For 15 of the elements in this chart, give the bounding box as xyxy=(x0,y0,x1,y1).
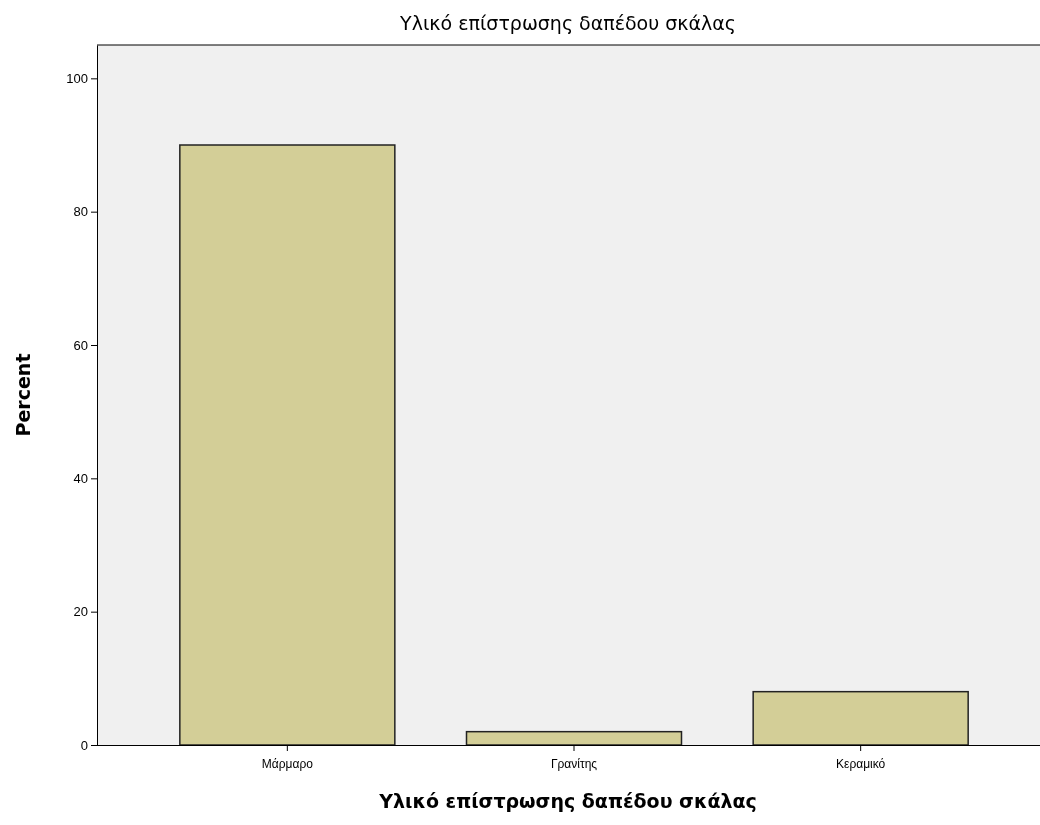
x-tick-label: Μάρμαρο xyxy=(261,757,314,772)
y-tick-label: 20 xyxy=(73,604,88,620)
y-tick-label: 100 xyxy=(66,70,88,86)
chart-title: Υλικό επίστρωσης δαπέδου σκάλας xyxy=(399,12,736,34)
y-tick-label: 80 xyxy=(73,204,88,220)
y-axis-title: Percent xyxy=(12,353,34,437)
y-tick-label: 0 xyxy=(80,737,88,753)
bar xyxy=(465,730,683,746)
x-axis-title: Υλικό επίστρωσης δαπέδου σκάλας xyxy=(378,790,757,812)
y-tick-label: 40 xyxy=(73,470,88,486)
y-tick-label: 60 xyxy=(73,337,88,353)
x-tick-label: Κεραμικό xyxy=(836,757,886,772)
x-tick-label: Γρανίτης xyxy=(550,757,598,772)
bar xyxy=(752,690,969,746)
bar xyxy=(179,144,396,746)
